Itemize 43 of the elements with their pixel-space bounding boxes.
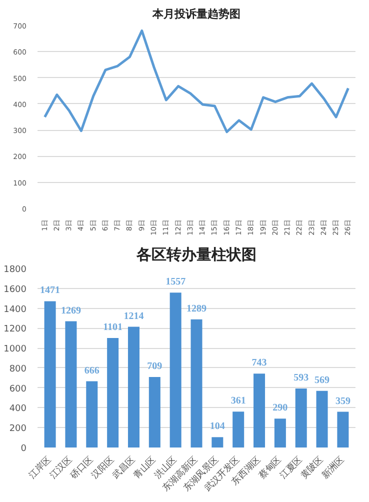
bar bbox=[148, 376, 160, 448]
bar bbox=[190, 319, 202, 448]
line-series bbox=[44, 29, 350, 134]
bar bbox=[337, 412, 349, 448]
y-tick-label: 800 bbox=[9, 364, 27, 374]
data-label: 743 bbox=[252, 358, 267, 369]
data-label: 1214 bbox=[124, 310, 144, 322]
data-label: 1289 bbox=[186, 303, 206, 314]
data-label: 1557 bbox=[166, 276, 186, 288]
bar bbox=[232, 412, 244, 448]
y-tick-label: 1400 bbox=[4, 304, 27, 315]
bar bbox=[86, 381, 98, 448]
y-tick-label: 1800 bbox=[4, 265, 27, 275]
chart-title: 各区转办量柱状图 bbox=[136, 246, 256, 264]
data-label: 709 bbox=[147, 360, 162, 372]
data-label: 1471 bbox=[40, 285, 60, 296]
y-tick-label: 1600 bbox=[4, 284, 27, 295]
y-tick-label: 1200 bbox=[4, 324, 27, 335]
bar bbox=[316, 390, 328, 448]
y-tick-label: 600 bbox=[9, 384, 27, 394]
bar bbox=[65, 321, 77, 448]
data-label: 593 bbox=[294, 372, 309, 384]
y-tick-label: 1000 bbox=[4, 344, 27, 355]
data-label: 290 bbox=[272, 402, 288, 414]
bar bbox=[128, 326, 140, 448]
data-label: 104 bbox=[210, 421, 225, 432]
chart-title: 本月投诉量趋势图 bbox=[152, 8, 240, 20]
y-tick-label: 0 bbox=[20, 444, 27, 454]
data-label: 361 bbox=[230, 396, 246, 407]
data-label: 359 bbox=[335, 396, 350, 407]
bar bbox=[170, 292, 182, 448]
y-tick-label: 400 bbox=[9, 404, 27, 414]
data-label: 1101 bbox=[103, 322, 123, 334]
bar bbox=[107, 338, 119, 448]
bar bbox=[254, 374, 266, 448]
y-tick-label: 200 bbox=[9, 424, 27, 434]
bar bbox=[274, 418, 286, 448]
bar bbox=[212, 437, 224, 448]
data-label: 1269 bbox=[60, 305, 81, 316]
data-label: 569 bbox=[314, 374, 330, 386]
bar bbox=[295, 388, 307, 448]
data-label: 666 bbox=[84, 365, 100, 376]
bar bbox=[44, 301, 56, 448]
